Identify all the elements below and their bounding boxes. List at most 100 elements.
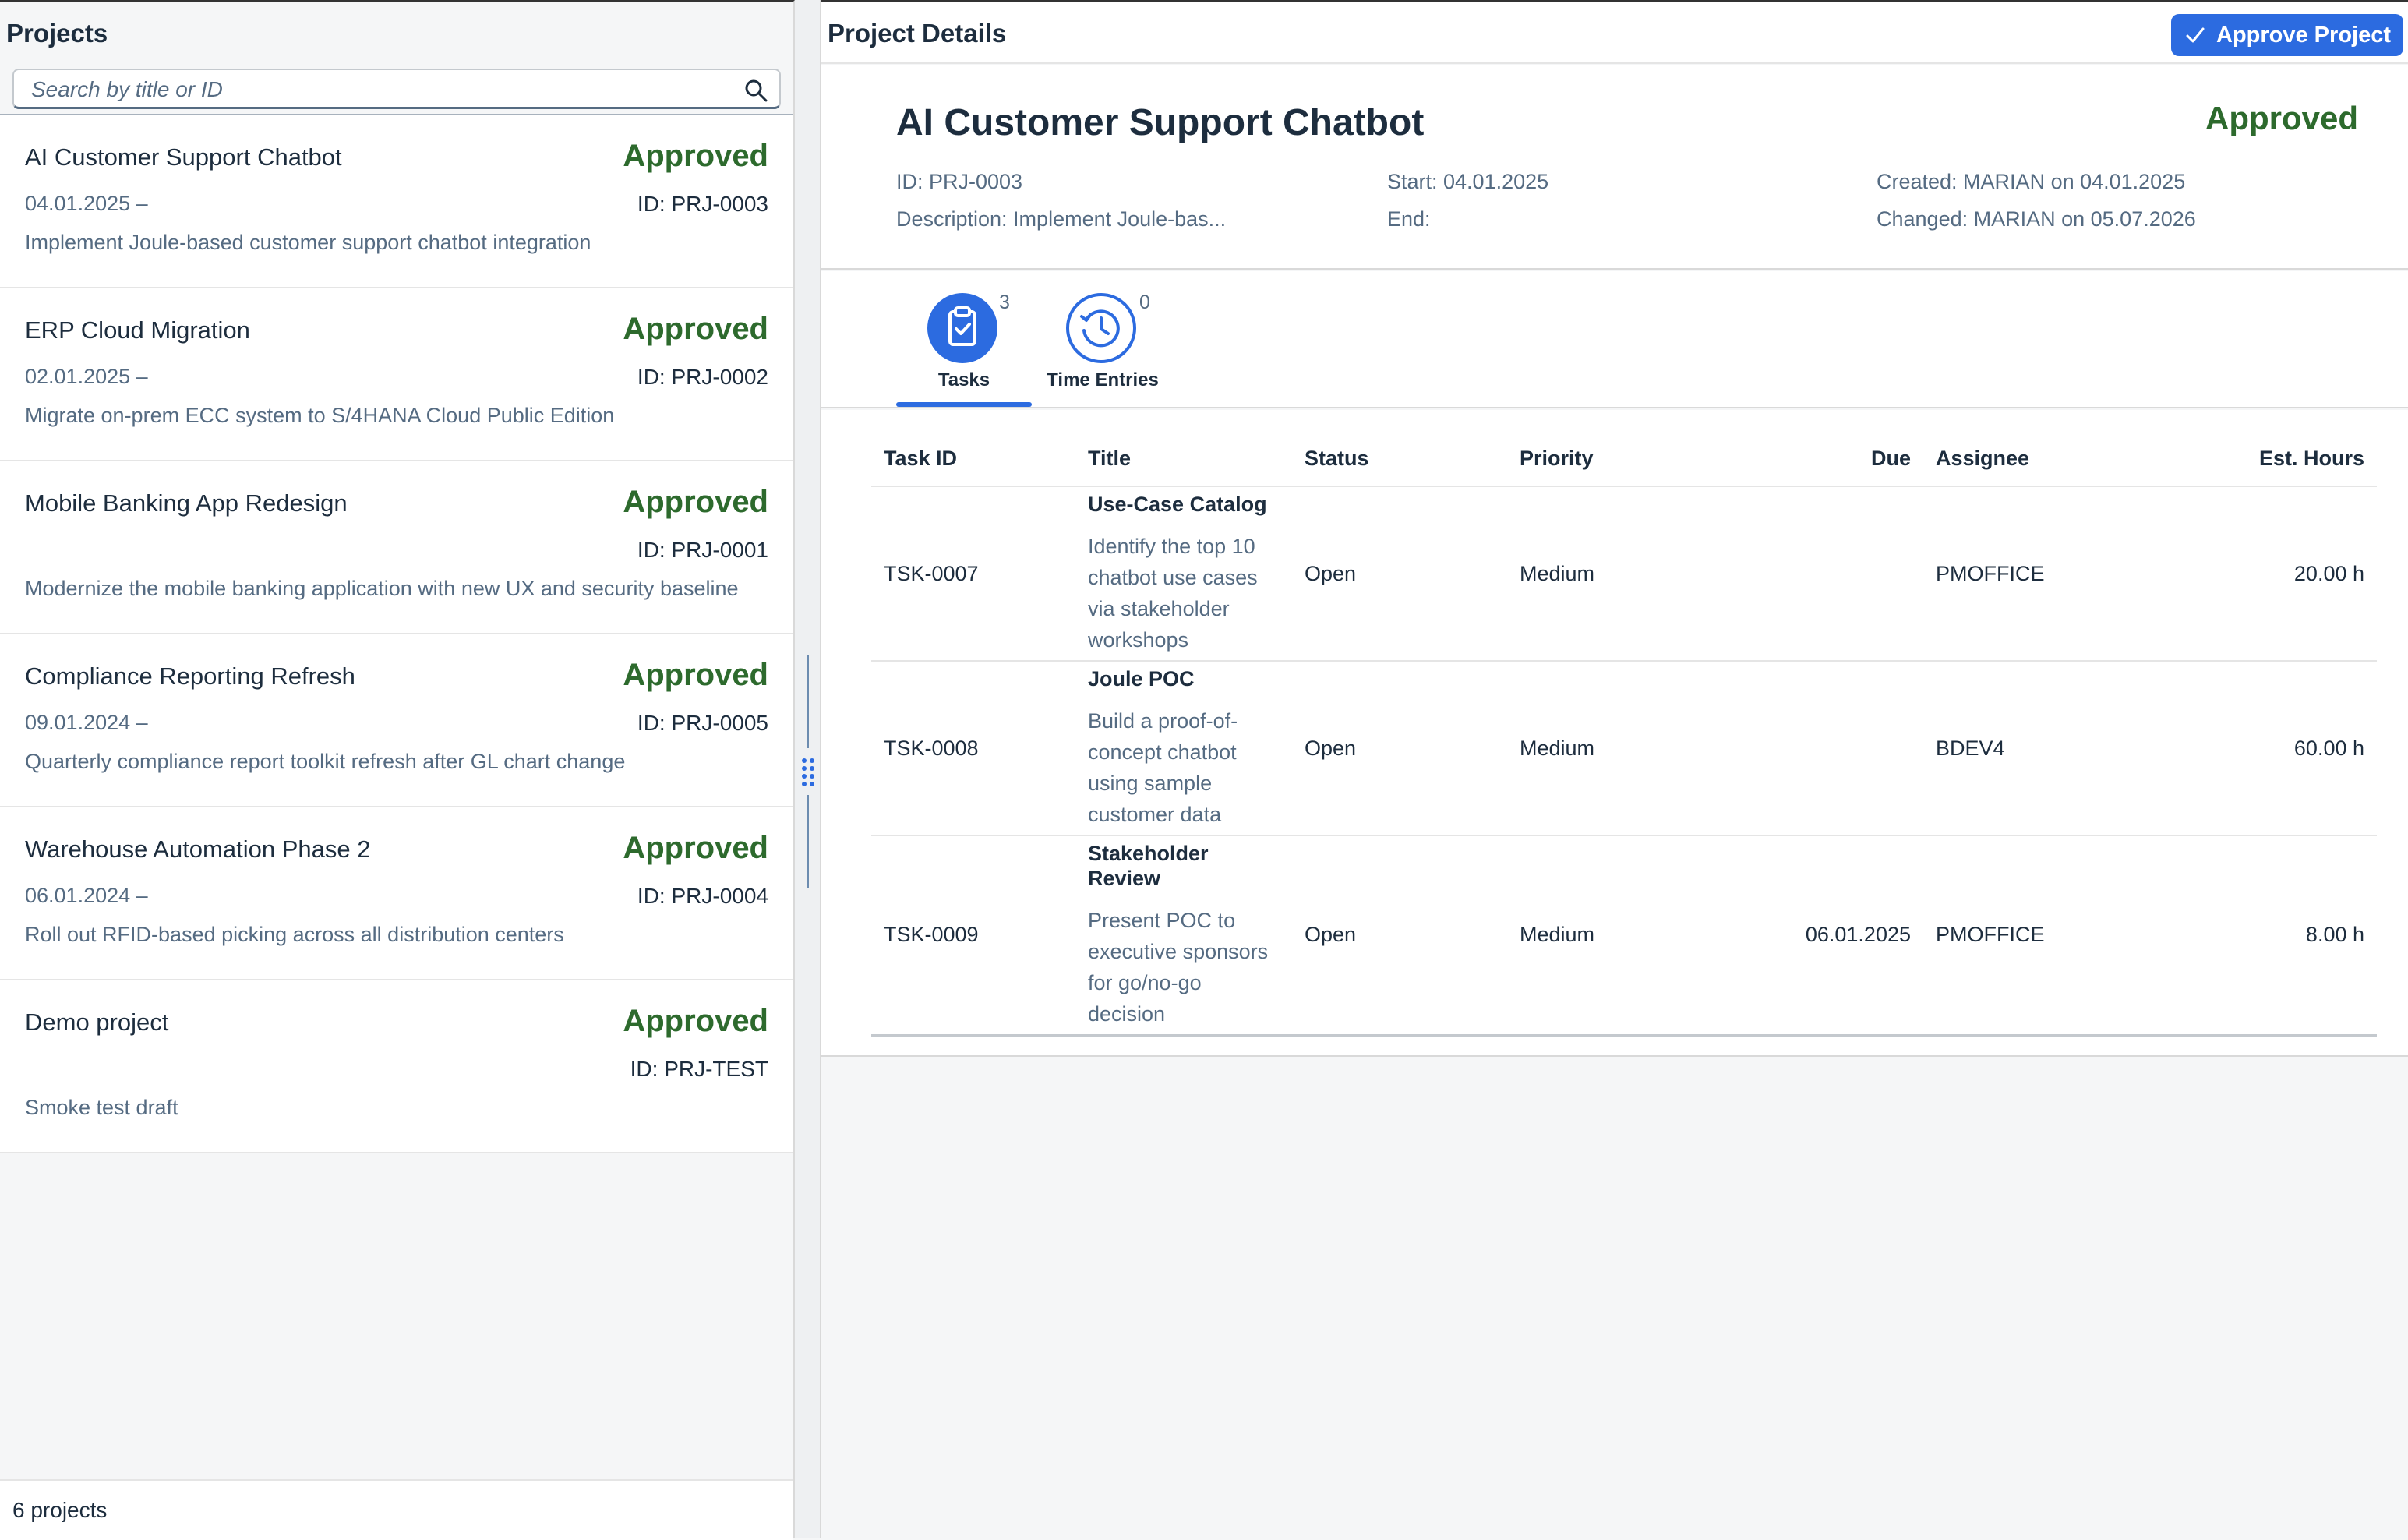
- clipboard-check-icon: [948, 306, 976, 346]
- checkmark-icon: [2186, 27, 2205, 43]
- table-row[interactable]: TSK-0008 Joule POC Build a proof-of-conc…: [871, 661, 2377, 836]
- project-status: Approved: [623, 312, 768, 346]
- project-title: Mobile Banking App Redesign: [25, 489, 348, 517]
- icon-tab-bar: 3 Tasks 0 Time Entries: [821, 271, 2408, 408]
- object-id: ID: PRJ-0003: [896, 170, 1023, 193]
- project-title: AI Customer Support Chatbot: [25, 143, 342, 171]
- project-date: 02.01.2025 –: [25, 365, 148, 388]
- project-id: ID: PRJ-0004: [637, 884, 768, 908]
- search-input[interactable]: [30, 75, 731, 104]
- approve-project-button[interactable]: Approve Project: [2171, 14, 2403, 56]
- project-description: Modernize the mobile banking application…: [25, 577, 739, 600]
- table-row[interactable]: TSK-0007 Use-Case Catalog Identify the t…: [871, 486, 2377, 662]
- task-hours: 60.00 h: [2141, 661, 2377, 836]
- task-status: Open: [1292, 661, 1507, 836]
- task-description: Build a proof-of-concept chatbot using s…: [1088, 709, 1238, 826]
- projects-title: Projects: [6, 19, 108, 48]
- task-description: Identify the top 10 chatbot use cases vi…: [1088, 535, 1258, 652]
- project-description: Roll out RFID-based picking across all d…: [25, 923, 564, 946]
- tab-tasks-circle: [927, 293, 997, 363]
- task-hours: 8.00 h: [2141, 835, 2377, 1037]
- tasks-table: Task ID Title Status Priority Due Assign…: [871, 432, 2377, 1037]
- splitter-line: [807, 655, 809, 748]
- tab-time-circle: [1066, 293, 1136, 363]
- tab-tasks-label: Tasks: [937, 369, 990, 390]
- object-changed: Changed: MARIAN on 05.07.2026: [1877, 207, 2196, 231]
- project-list-item[interactable]: Compliance Reporting Refresh Approved 09…: [0, 634, 793, 807]
- tasks-section: Task ID Title Status Priority Due Assign…: [821, 410, 2408, 1057]
- project-status: Approved: [623, 831, 768, 865]
- project-id: ID: PRJ-0002: [637, 365, 768, 389]
- column-header[interactable]: Due: [1764, 432, 1923, 487]
- project-list-item[interactable]: AI Customer Support Chatbot Approved 04.…: [0, 115, 793, 288]
- task-title-cell: Use-Case Catalog Identify the top 10 cha…: [1075, 486, 1292, 662]
- object-start-date: Start: 04.01.2025: [1387, 170, 1549, 193]
- column-header[interactable]: Status: [1292, 432, 1507, 487]
- task-priority: Medium: [1507, 486, 1764, 662]
- task-id: TSK-0009: [871, 835, 1075, 1037]
- project-list-item[interactable]: ERP Cloud Migration Approved 02.01.2025 …: [0, 288, 793, 461]
- history-icon: [1080, 309, 1120, 348]
- task-title-cell: Joule POC Build a proof-of-concept chatb…: [1075, 661, 1292, 836]
- object-header: AI Customer Support Chatbot Approved ID:…: [821, 65, 2408, 270]
- project-description: Migrate on-prem ECC system to S/4HANA Cl…: [25, 404, 615, 427]
- detail-title: Project Details: [828, 19, 1007, 48]
- task-status: Open: [1292, 835, 1507, 1037]
- list-divider: [0, 114, 793, 115]
- task-title: Joule POC: [1088, 667, 1195, 691]
- project-list: AI Customer Support Chatbot Approved 04.…: [0, 115, 793, 1153]
- task-due: [1764, 486, 1923, 662]
- project-status: Approved: [623, 1004, 768, 1038]
- column-header[interactable]: Task ID: [871, 432, 1075, 487]
- project-count: 6 projects: [12, 1498, 108, 1522]
- object-description: Description: Implement Joule-bas...: [896, 207, 1227, 231]
- project-title: Compliance Reporting Refresh: [25, 662, 355, 690]
- task-title-cell: Stakeholder Review Present POC to execut…: [1075, 835, 1292, 1037]
- tab-time-label: Time Entries: [1047, 369, 1159, 390]
- task-id: TSK-0007: [871, 486, 1075, 662]
- project-status: Approved: [623, 139, 768, 173]
- task-hours: 20.00 h: [2141, 486, 2377, 662]
- task-title: Stakeholder Review: [1088, 841, 1209, 890]
- column-header[interactable]: Assignee: [1923, 432, 2141, 487]
- table-header-row: Task ID Title Status Priority Due Assign…: [871, 432, 2377, 487]
- project-list-item[interactable]: Warehouse Automation Phase 2 Approved 06…: [0, 807, 793, 980]
- task-title: Use-Case Catalog: [1088, 493, 1267, 516]
- project-list-item[interactable]: Demo project Approved ID: PRJ-TEST Smoke…: [0, 980, 793, 1153]
- task-status: Open: [1292, 486, 1507, 662]
- search-icon[interactable]: [743, 78, 768, 103]
- pane-splitter[interactable]: [795, 0, 821, 1538]
- project-description: Implement Joule-based customer support c…: [25, 231, 591, 254]
- project-date: 09.01.2024 –: [25, 711, 148, 734]
- project-title: Demo project: [25, 1008, 169, 1036]
- column-header[interactable]: Priority: [1507, 432, 1764, 487]
- search-field[interactable]: [12, 69, 781, 109]
- project-id: ID: PRJ-0005: [637, 711, 768, 735]
- project-status: Approved: [623, 485, 768, 519]
- approve-project-label: Approve Project: [2216, 22, 2391, 48]
- project-id: ID: PRJ-0003: [637, 192, 768, 216]
- task-priority: Medium: [1507, 835, 1764, 1037]
- table-row[interactable]: TSK-0009 Stakeholder Review Present POC …: [871, 835, 2377, 1037]
- project-date: 06.01.2024 –: [25, 884, 148, 907]
- tab-time-entries[interactable]: 0 Time Entries: [1035, 271, 1170, 408]
- object-title: AI Customer Support Chatbot: [896, 102, 1425, 143]
- project-list-item[interactable]: Mobile Banking App Redesign Approved ID:…: [0, 461, 793, 634]
- project-detail-pane: Project Details Approve Project AI Custo…: [821, 0, 2408, 1538]
- tab-selected-indicator: [896, 402, 1032, 407]
- project-description: Quarterly compliance report toolkit refr…: [25, 750, 626, 773]
- task-id: TSK-0008: [871, 661, 1075, 836]
- splitter-line: [807, 795, 809, 888]
- task-due: [1764, 661, 1923, 836]
- grip-icon[interactable]: [800, 756, 816, 787]
- project-description: Smoke test draft: [25, 1096, 178, 1119]
- object-end-date: End:: [1387, 207, 1431, 231]
- tab-tasks[interactable]: 3 Tasks: [896, 271, 1032, 408]
- column-header[interactable]: Est. Hours: [2141, 432, 2377, 487]
- project-id: ID: PRJ-0001: [637, 538, 768, 562]
- tab-time-count: 0: [1139, 291, 1150, 313]
- project-id: ID: PRJ-TEST: [630, 1057, 768, 1081]
- task-priority: Medium: [1507, 661, 1764, 836]
- column-header[interactable]: Title: [1075, 432, 1292, 487]
- task-assignee: PMOFFICE: [1923, 835, 2141, 1037]
